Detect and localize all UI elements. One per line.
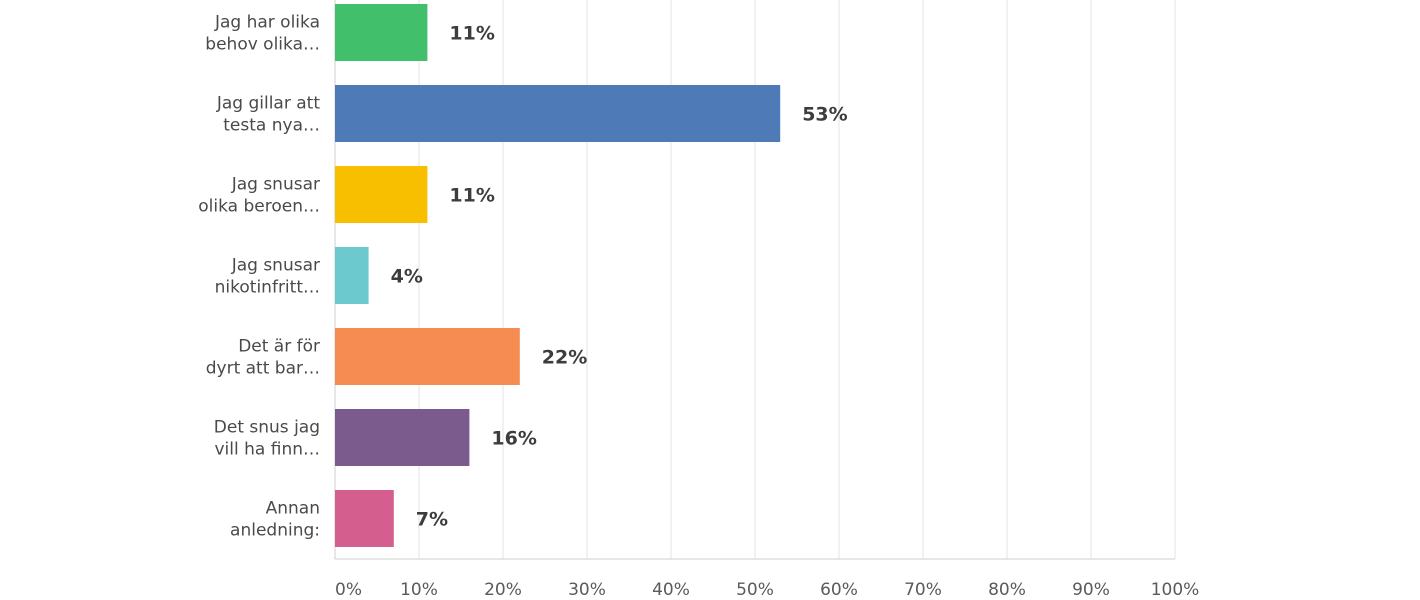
grid-layer: [334, 0, 1176, 560]
category-label-4: Det är för dyrt att bar…: [206, 337, 320, 379]
tick-label-70: 70%: [904, 580, 942, 600]
tick-label-40: 40%: [652, 580, 690, 600]
category-label-4-line-1: dyrt att bar…: [206, 359, 320, 379]
tick-label-10: 10%: [400, 580, 438, 600]
tick-label-60: 60%: [820, 580, 858, 600]
bar-1: [335, 85, 781, 142]
value-label-0: 11%: [449, 23, 494, 45]
category-label-1-line-1: testa nya…: [223, 116, 320, 136]
category-label-5-line-1: vill ha finn…: [215, 440, 321, 460]
bar-3: [335, 247, 369, 304]
bar-0: [335, 4, 428, 61]
category-label-3: Jag snusar nikotinfritt…: [215, 256, 320, 298]
value-label-3: 4%: [391, 266, 423, 288]
category-label-3-line-0: Jag snusar: [231, 256, 320, 276]
tick-label-20: 20%: [484, 580, 522, 600]
category-label-2-line-0: Jag snusar: [231, 175, 320, 195]
labels-layer: Jag har olika behov olika… 11% Jag gillar a…: [198, 13, 847, 541]
ticks-layer: 0% 10% 20% 30% 40% 50% 60% 70% 80% 90% 100%: [335, 580, 1199, 600]
category-label-0-line-0: Jag har olika: [214, 13, 320, 33]
category-label-2-line-1: olika beroen…: [198, 197, 320, 217]
tick-label-100: 100%: [1151, 580, 1200, 600]
category-label-5-line-0: Det snus jag: [214, 418, 320, 438]
category-label-0: Jag har olika behov olika…: [205, 13, 320, 55]
category-label-2: Jag snusar olika beroen…: [198, 175, 320, 217]
bar-6: [335, 490, 394, 547]
category-label-1: Jag gillar att testa nya…: [216, 94, 320, 136]
bar-2: [335, 166, 428, 223]
category-label-0-line-1: behov olika…: [205, 35, 320, 55]
category-label-1-line-0: Jag gillar att: [216, 94, 320, 114]
bar-5: [335, 409, 470, 466]
category-label-6-line-0: Annan: [266, 499, 320, 519]
tick-label-90: 90%: [1072, 580, 1110, 600]
value-label-2: 11%: [449, 185, 494, 207]
category-label-6-line-1: anledning:: [230, 521, 320, 541]
category-label-6: Annan anledning:: [230, 499, 320, 541]
tick-label-80: 80%: [988, 580, 1026, 600]
tick-label-0: 0%: [335, 580, 362, 600]
bar-4: [335, 328, 520, 385]
tick-label-50: 50%: [736, 580, 774, 600]
bars-layer: [335, 4, 781, 547]
value-label-1: 53%: [802, 104, 847, 126]
value-label-6: 7%: [416, 509, 448, 531]
value-label-5: 16%: [491, 428, 536, 450]
category-label-5: Det snus jag vill ha finn…: [214, 418, 320, 460]
tick-label-30: 30%: [568, 580, 606, 600]
value-label-4: 22%: [542, 347, 587, 369]
category-label-3-line-1: nikotinfritt…: [215, 278, 320, 298]
category-label-4-line-0: Det är för: [238, 337, 320, 357]
